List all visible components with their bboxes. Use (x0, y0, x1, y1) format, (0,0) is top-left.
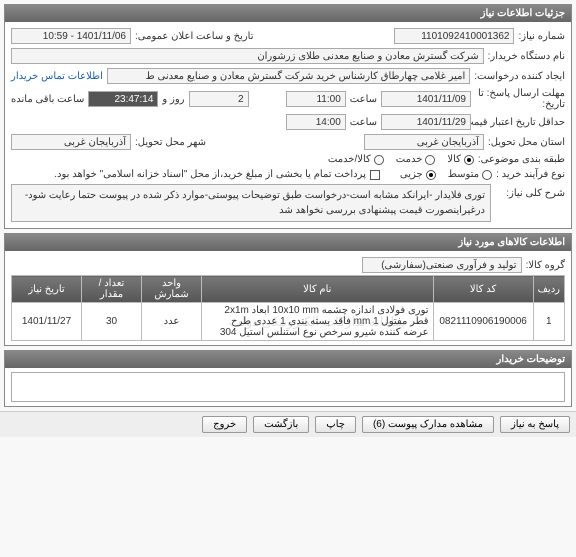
panel3-body (5, 368, 571, 406)
table-row: 1 0821110906190006 سامانه تدارکات الکترو… (12, 303, 565, 341)
panel1-header: جزئیات اطلاعات نیاز (5, 5, 571, 22)
panel3-header: توضیحات خریدار (5, 351, 571, 368)
city-label: شهر محل تحویل: (135, 137, 206, 148)
exit-button[interactable]: خروج (202, 416, 247, 433)
validity-date: 1401/11/29 (381, 114, 471, 130)
subject-opt-1[interactable]: خدمت (396, 154, 436, 165)
time-label-1: ساعت (350, 94, 377, 105)
deadline-date: 1401/11/09 (381, 91, 471, 107)
subject-label: طبقه بندی موضوعی: (478, 154, 565, 165)
subject-opt-0[interactable]: کالا (447, 154, 474, 165)
province-value: آذربایجان غربی (364, 134, 484, 150)
public-announce-value: 1401/11/06 - 10:59 (11, 28, 131, 44)
cell-qty: 30 (82, 303, 142, 341)
desc-label: شرح کلی نیاز: (495, 184, 565, 199)
subject-opt-2[interactable]: کالا/خدمت (328, 154, 384, 165)
panel1-body: شماره نیاز: 1101092410001362 تاریخ و ساع… (5, 22, 571, 228)
cell-name: سامانه تدارکات الکترونیکی دولت توری فولا… (202, 303, 434, 341)
group-label: گروه کالا: (526, 260, 565, 271)
deadline-label: مهلت ارسال پاسخ: تاتاریخ: (475, 88, 565, 110)
goods-table: ردیف کد کالا نام کالا واحد شمارش تعداد /… (11, 275, 565, 341)
validity-time: 14:00 (286, 114, 346, 130)
buytype-opt-1[interactable]: جزیی (400, 169, 436, 180)
col-name: نام کالا (202, 276, 434, 303)
day-and-label: روز و (162, 94, 184, 105)
day-count: 2 (189, 91, 249, 107)
radio-icon (425, 155, 435, 165)
footer-buttons: پاسخ به نیاز مشاهده مدارک پیوست (6) چاپ … (0, 411, 576, 437)
col-idx: ردیف (533, 276, 564, 303)
validity-label: حداقل تاریخ اعتبار قیمت، تا تاریخ: (475, 117, 565, 128)
province-label: استان محل تحویل: (488, 137, 565, 148)
back-button[interactable]: بازگشت (253, 416, 309, 433)
creator-label: ایجاد کننده درخواست: (474, 71, 565, 82)
cell-code: 0821110906190006 (433, 303, 533, 341)
buyer-label: نام دستگاه خریدار: (488, 51, 565, 62)
radio-icon (374, 155, 384, 165)
col-date: تاریخ نیاز (12, 276, 82, 303)
table-header-row: ردیف کد کالا نام کالا واحد شمارش تعداد /… (12, 276, 565, 303)
city-value: آذربایجان غربی (11, 134, 131, 150)
need-details-panel: جزئیات اطلاعات نیاز شماره نیاز: 11010924… (4, 4, 572, 229)
goods-panel: اطلاعات کالاهای مورد نیاز گروه کالا: تول… (4, 233, 572, 346)
cell-idx: 1 (533, 303, 564, 341)
public-announce-label: تاریخ و ساعت اعلان عمومی: (135, 31, 254, 42)
desc-value: توری فلایدار -ایرانکد مشابه است-درخواست … (11, 184, 491, 222)
contact-link[interactable]: اطلاعات تماس خریدار (11, 71, 103, 82)
creator-value: امیر غلامی چهارطاق کارشناس خرید شرکت گست… (107, 68, 470, 84)
deadline-time: 11:00 (286, 91, 346, 107)
reply-button[interactable]: پاسخ به نیاز (500, 416, 570, 433)
subject-radio-group: کالا خدمت کالا/خدمت (328, 154, 474, 165)
cell-unit: عدد (142, 303, 202, 341)
treasury-checkbox[interactable] (370, 170, 380, 180)
print-button[interactable]: چاپ (315, 416, 356, 433)
panel2-header: اطلاعات کالاهای مورد نیاز (5, 234, 571, 251)
buytype-radio-group: متوسط جزیی (400, 169, 492, 180)
radio-icon (464, 155, 474, 165)
radio-icon (426, 170, 436, 180)
buyer-value: شرکت گسترش معادن و صنایع معدنی طلای زرشو… (11, 48, 484, 64)
radio-icon (482, 170, 492, 180)
buyer-notes-textarea[interactable] (11, 372, 565, 402)
buyer-notes-panel: توضیحات خریدار (4, 350, 572, 407)
remaining-time: 23:47:14 (88, 91, 158, 107)
view-docs-button[interactable]: مشاهده مدارک پیوست (6) (362, 416, 494, 433)
remaining-label: ساعت باقی مانده (11, 94, 84, 105)
buytype-opt-0[interactable]: متوسط (448, 169, 492, 180)
group-value: تولید و فرآوری صنعتی(سفارشی) (362, 257, 522, 273)
col-code: کد کالا (433, 276, 533, 303)
time-label-2: ساعت (350, 117, 377, 128)
buytype-label: نوع فرآیند خرید : (496, 169, 565, 180)
need-number-value: 1101092410001362 (394, 28, 514, 44)
need-number-label: شماره نیاز: (518, 31, 565, 42)
payment-note: پرداخت تمام یا بخشی از مبلغ خرید،از محل … (54, 169, 366, 180)
col-qty: تعداد / مقدار (82, 276, 142, 303)
panel2-body: گروه کالا: تولید و فرآوری صنعتی(سفارشی) … (5, 251, 571, 345)
col-unit: واحد شمارش (142, 276, 202, 303)
cell-date: 1401/11/27 (12, 303, 82, 341)
